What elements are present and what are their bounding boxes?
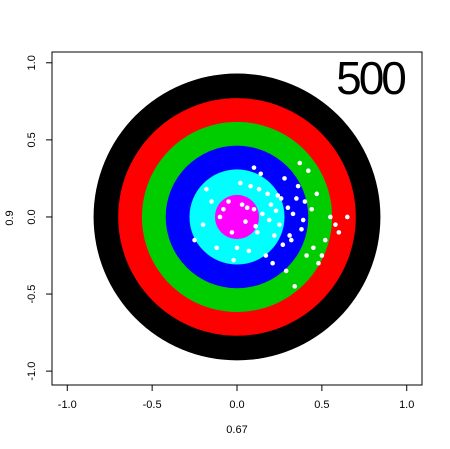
- point: [314, 191, 320, 197]
- point: [239, 202, 245, 207]
- point: [336, 230, 342, 235]
- point: [277, 222, 282, 227]
- point: [256, 186, 262, 192]
- point: [285, 205, 291, 211]
- point: [311, 245, 316, 251]
- point: [221, 206, 226, 212]
- point: [200, 222, 206, 227]
- point: [265, 191, 270, 197]
- point: [231, 257, 236, 263]
- point: [328, 214, 333, 220]
- point: [251, 206, 257, 212]
- y-tick-label: -0.5: [26, 285, 38, 304]
- point: [226, 199, 231, 204]
- y-tick-label: -1.0: [26, 362, 38, 381]
- y-tick-label: 0.5: [26, 132, 38, 147]
- point: [273, 208, 279, 214]
- point: [251, 165, 257, 170]
- point: [299, 226, 304, 232]
- point: [345, 214, 350, 220]
- point: [305, 168, 311, 174]
- point: [260, 211, 265, 217]
- point: [270, 260, 275, 266]
- point: [244, 205, 250, 211]
- point: [268, 202, 274, 207]
- point: [255, 230, 260, 235]
- point: [234, 245, 240, 251]
- point: [316, 260, 321, 266]
- point: [280, 242, 286, 248]
- point: [243, 219, 248, 224]
- point: [304, 253, 309, 258]
- point: [238, 180, 243, 186]
- point: [246, 248, 252, 254]
- point: [217, 214, 223, 220]
- point: [295, 183, 301, 189]
- point: [283, 268, 289, 274]
- point: [192, 237, 197, 243]
- point: [266, 217, 272, 223]
- annotation: 500: [336, 52, 405, 104]
- point: [275, 193, 281, 198]
- point: [204, 186, 209, 192]
- point: [229, 230, 235, 235]
- point: [253, 223, 258, 229]
- point: [209, 199, 214, 204]
- point: [290, 211, 296, 217]
- y-tick-label: 0.0: [26, 209, 38, 224]
- point: [282, 176, 287, 181]
- plot-area: [93, 73, 381, 361]
- point: [263, 253, 269, 258]
- y-tick-label: 1.0: [26, 55, 38, 70]
- point: [294, 196, 299, 201]
- point: [333, 222, 338, 227]
- point: [297, 160, 303, 166]
- y-axis-label: 0.9: [4, 210, 16, 225]
- point: [258, 171, 264, 177]
- point: [309, 206, 314, 212]
- x-tick-label: -0.5: [143, 399, 162, 411]
- point: [214, 245, 219, 251]
- x-tick-label: 0.5: [314, 399, 329, 411]
- point: [302, 199, 308, 204]
- point: [292, 284, 298, 289]
- point: [300, 217, 306, 223]
- point: [278, 196, 284, 201]
- point: [287, 233, 292, 238]
- x-axis-label: 0.67: [226, 424, 247, 436]
- point: [289, 237, 294, 243]
- x-tick-label: 0.0: [229, 399, 244, 411]
- point: [322, 237, 328, 243]
- point: [272, 233, 277, 238]
- x-tick-label: -1.0: [58, 399, 77, 411]
- point: [248, 183, 253, 189]
- x-tick-label: 1.0: [399, 399, 414, 411]
- point: [319, 253, 325, 258]
